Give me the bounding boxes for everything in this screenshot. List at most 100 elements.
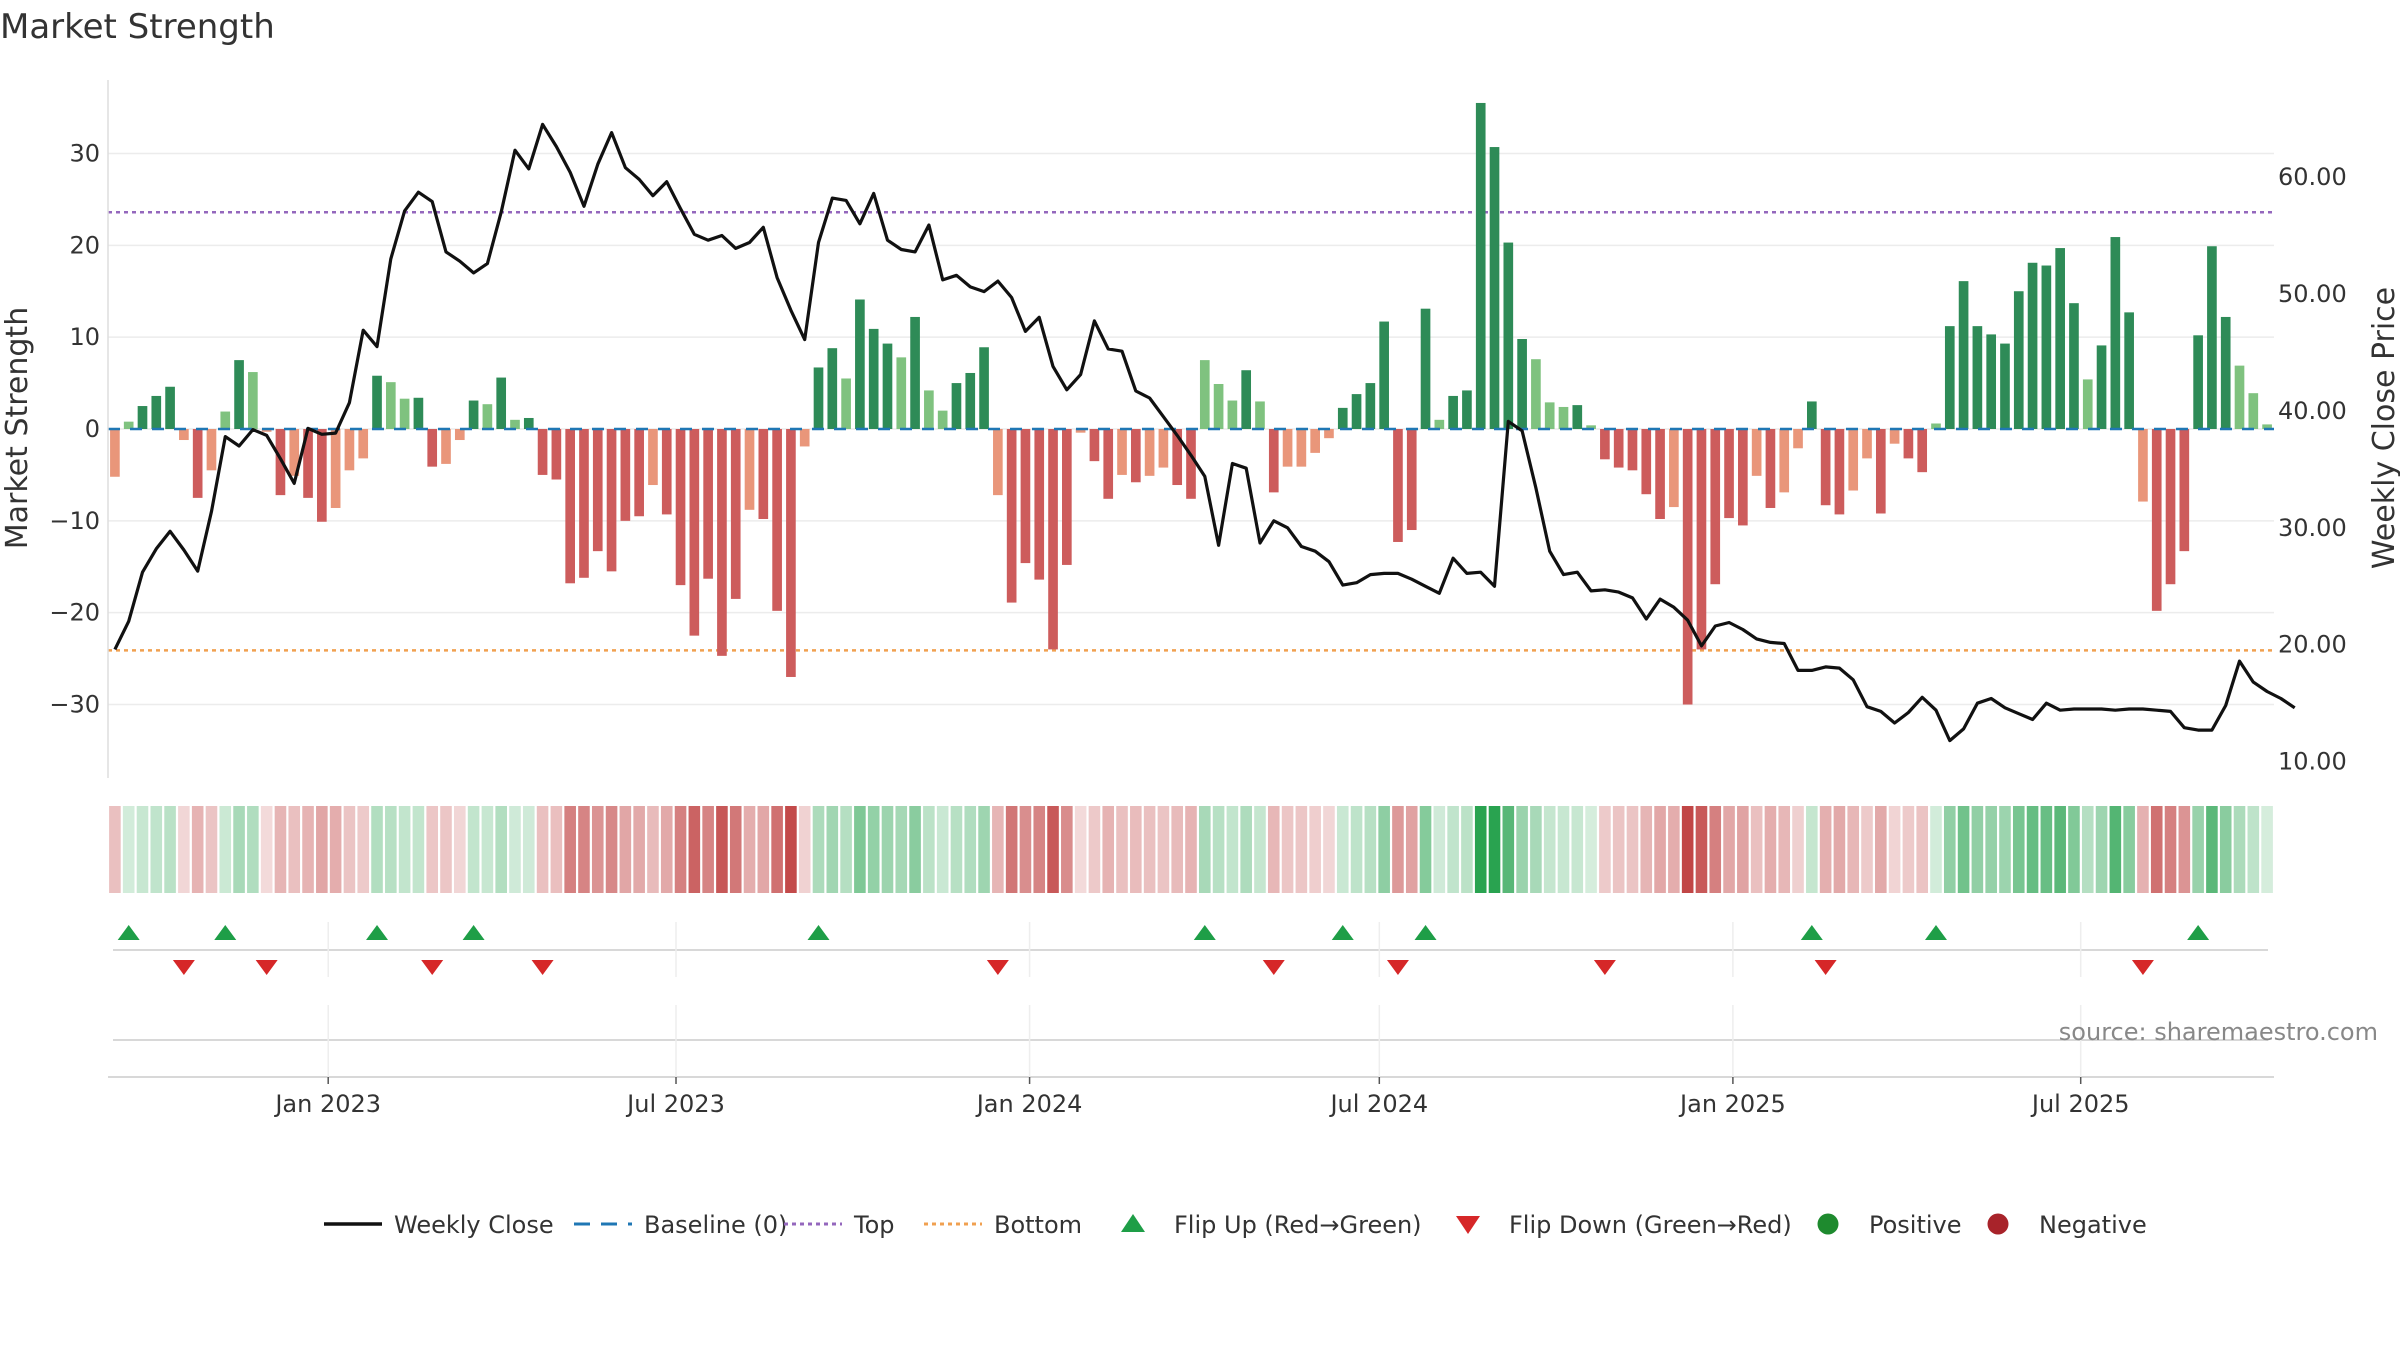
strength-bars xyxy=(108,102,2274,705)
strength-bar xyxy=(289,429,300,476)
flip-down-marker xyxy=(255,960,278,975)
flip-down-marker xyxy=(1814,960,1837,975)
heat-cell xyxy=(1888,806,1901,893)
strength-bar xyxy=(137,406,148,429)
left-tick-label: 20 xyxy=(69,231,100,259)
heat-cell xyxy=(2192,806,2204,893)
weekly-close-series xyxy=(113,122,2296,743)
heat-cell xyxy=(716,806,728,893)
heat-cell xyxy=(1902,806,1915,893)
strength-bar xyxy=(882,343,893,429)
strength-bar xyxy=(2179,429,2190,552)
heat-cell xyxy=(1488,806,1501,893)
heat-cell xyxy=(1806,806,1818,893)
legend-item: Baseline (0) xyxy=(574,1211,787,1239)
heat-cell xyxy=(591,806,604,893)
strength-bar xyxy=(1517,338,1527,429)
strength-bar xyxy=(1241,370,1252,429)
strength-bar xyxy=(303,429,313,498)
heat-cell xyxy=(2247,806,2260,893)
heat-cell xyxy=(1530,806,1542,893)
legend-item: Flip Down (Green→Red) xyxy=(1456,1211,1792,1239)
right-tick-label: 10.00 xyxy=(2278,748,2347,776)
strength-bar xyxy=(1627,429,1638,471)
heat-cell xyxy=(1654,806,1666,893)
strength-bar xyxy=(261,429,272,432)
strength-bar xyxy=(2165,429,2176,585)
flip-up-marker xyxy=(1414,925,1437,940)
strength-bar xyxy=(1268,429,1279,493)
heat-cell xyxy=(1681,806,1694,893)
strength-bar xyxy=(1462,390,1472,429)
heat-cell xyxy=(2206,806,2218,893)
strength-bar xyxy=(896,357,907,429)
heat-cell xyxy=(288,806,301,893)
heat-cell xyxy=(771,806,783,893)
heat-cell xyxy=(1433,806,1446,893)
strength-bar xyxy=(1103,429,1114,499)
right-axis-title: Weekly Close Price xyxy=(2367,287,2400,569)
heat-cell xyxy=(1171,806,1183,893)
strength-bar xyxy=(1503,242,1514,429)
flip-up-marker xyxy=(1331,925,1354,940)
strength-bar xyxy=(620,429,631,521)
strength-bar xyxy=(606,429,617,572)
heat-cell xyxy=(647,806,659,893)
flip-down-marker xyxy=(2131,960,2154,975)
strength-bar xyxy=(413,397,424,429)
heat-cell xyxy=(2261,806,2273,893)
right-tick-label: 60.00 xyxy=(2278,163,2347,191)
strength-bar xyxy=(2124,312,2134,429)
heat-cell xyxy=(1957,806,1970,893)
heat-cell xyxy=(440,806,452,893)
x-axis: Jan 2023 Jul 2023 Jan 2024 Jul 2024 Jan 2025… xyxy=(108,922,2274,1118)
strength-bar xyxy=(1765,429,1776,508)
heat-cell xyxy=(1612,806,1625,893)
strength-bar xyxy=(441,429,451,464)
strength-bar xyxy=(1793,429,1803,449)
strength-bar xyxy=(344,429,355,471)
strength-bar xyxy=(2000,343,2010,429)
axes: −30 −20 −10 0 10 20 30 10.00 20.00 30.00 40.00 50.0… xyxy=(49,80,2347,778)
heat-cell xyxy=(1778,806,1791,893)
strength-bar xyxy=(1365,383,1376,429)
strength-bar xyxy=(454,429,465,441)
heat-cell xyxy=(798,806,811,893)
strength-bar xyxy=(1213,383,1224,429)
heat-cell xyxy=(578,806,590,893)
heat-cell xyxy=(840,806,852,893)
flip-down-marker xyxy=(1386,960,1409,975)
strength-bar xyxy=(1710,429,1721,585)
right-tick-label: 40.00 xyxy=(2278,397,2347,425)
heat-cell xyxy=(454,806,466,893)
heat-cell xyxy=(1668,806,1680,893)
heat-cell xyxy=(2054,806,2066,893)
legend-label: Baseline (0) xyxy=(644,1211,787,1239)
heat-cell xyxy=(1240,806,1252,893)
strength-bar xyxy=(813,367,824,429)
heat-cell xyxy=(936,806,949,893)
reference-lines xyxy=(108,211,2274,652)
strength-bar xyxy=(2082,379,2093,429)
heat-cell xyxy=(1943,806,1956,893)
strength-bar xyxy=(2096,345,2107,429)
strength-bar xyxy=(1075,429,1086,433)
strength-bar xyxy=(1806,401,1817,429)
strength-bar xyxy=(634,429,644,517)
strength-bar xyxy=(1944,326,1955,429)
heat-cell xyxy=(1599,806,1611,893)
strength-bar xyxy=(1834,429,1845,515)
strength-bar xyxy=(951,383,962,429)
flip-down-marker xyxy=(531,960,554,975)
strength-bar xyxy=(1158,429,1169,468)
strength-bar xyxy=(648,429,658,486)
strength-bar xyxy=(1144,429,1155,476)
heat-cell xyxy=(1392,806,1404,893)
flip-up-marker xyxy=(1800,925,1823,940)
strength-bar xyxy=(2013,291,2024,429)
heat-cell xyxy=(1792,806,1804,893)
x-tick-label: Jul 2024 xyxy=(1328,1090,1428,1118)
strength-bar xyxy=(1186,429,1196,499)
heat-cell xyxy=(1764,806,1777,893)
heat-cell xyxy=(1047,806,1059,893)
